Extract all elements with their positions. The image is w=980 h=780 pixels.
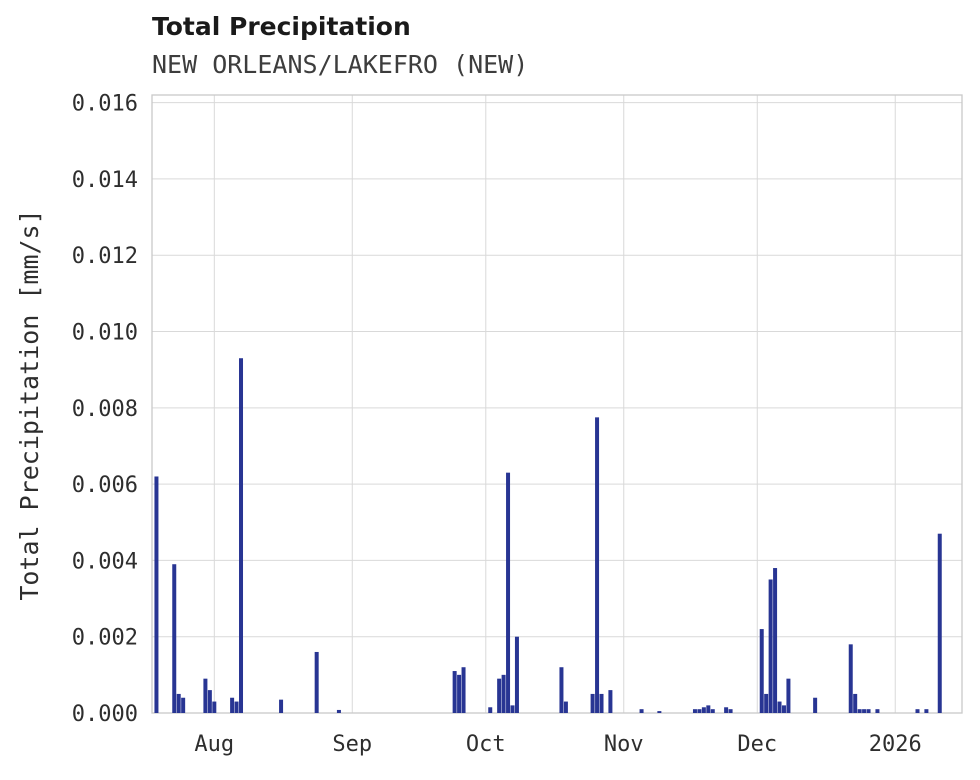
y-tick-label: 0.008 [72,397,138,422]
precip-bar [875,709,880,713]
precip-bar [857,709,862,713]
precip-bar [764,693,769,713]
y-tick-label: 0.012 [72,244,138,269]
y-tick-label: 0.002 [72,626,138,651]
precip-bar [773,568,778,713]
precip-bar [563,701,568,713]
precip-bar [608,690,613,713]
chart-subtitle: NEW ORLEANS/LAKEFRO (NEW) [152,50,529,79]
precip-bar [697,709,702,713]
precip-bar [786,678,791,713]
precip-bar [915,709,920,713]
precip-bar [692,709,697,713]
precip-bar [176,693,181,713]
precip-bar [813,697,818,713]
precip-bar [212,701,217,713]
precip-bar [279,699,284,713]
precip-bar [336,709,341,713]
precip-bar [510,705,515,713]
precip-bar [506,472,511,713]
precip-bar [457,674,462,713]
precip-bar [781,705,786,713]
precip-bar [590,693,595,713]
precip-bar [866,709,871,713]
precip-bar [461,667,466,713]
precip-bar [599,693,604,713]
precip-bar [639,709,644,713]
precip-bar [559,667,564,713]
precip-bar [514,636,519,713]
precip-bar [181,697,186,713]
chart-title: Total Precipitation [152,12,411,41]
y-tick-label: 0.000 [72,702,138,727]
precip-bar [595,417,600,713]
precip-bar [706,705,711,713]
precip-bar [501,674,506,713]
precip-bar [848,644,853,713]
x-tick-label: Nov [604,732,644,757]
precip-bar [924,709,929,713]
precip-bar [172,564,177,713]
y-tick-label: 0.010 [72,321,138,346]
y-tick-label: 0.006 [72,473,138,498]
x-tick-label: Sep [332,732,372,757]
precip-bar [488,707,493,713]
plot-border [151,94,963,714]
precip-bar [497,678,502,713]
precip-bar [239,358,244,713]
precip-bar [657,711,662,713]
precip-bar [452,671,457,713]
precip-bar [234,701,239,713]
precip-bar [853,693,858,713]
precip-bar [937,533,942,713]
precip-bar [862,709,867,713]
y-tick-label: 0.014 [72,168,138,193]
precip-bar [154,476,159,713]
precip-bar [768,579,773,713]
precip-bar [728,709,733,713]
x-tick-label: Aug [194,732,234,757]
precip-bar [314,651,319,713]
precip-bar [710,709,715,713]
precip-bar [203,678,208,713]
precip-bar [207,690,212,713]
precip-bar [777,701,782,713]
y-tick-label: 0.004 [72,549,138,574]
x-tick-label: 2026 [869,732,922,757]
precip-bar [701,707,706,713]
x-tick-label: Dec [737,732,777,757]
x-tick-label: Oct [466,732,506,757]
precip-bar [230,697,235,713]
precip-bar [724,707,729,713]
precip-bar [759,629,764,713]
y-tick-label: 0.016 [72,92,138,117]
